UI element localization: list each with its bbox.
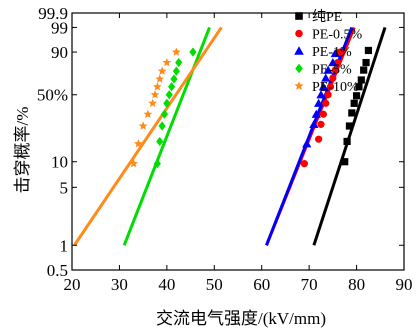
data-point-diamond [168, 82, 176, 92]
data-point-square [362, 58, 370, 67]
data-point-square [348, 109, 356, 117]
data-point-square [295, 12, 303, 20]
y-tick-label: 90 [51, 43, 68, 62]
data-point-triangle [302, 139, 312, 148]
data-point-triangle [328, 57, 338, 67]
data-point-diamond [158, 121, 166, 131]
data-point-triangle [294, 46, 304, 55]
data-point-circle [322, 99, 330, 107]
data-point-square [355, 83, 363, 91]
data-point-triangle [318, 82, 328, 91]
data-point-square [352, 92, 361, 100]
data-point-triangle [321, 73, 331, 82]
data-point-triangle [323, 65, 333, 74]
data-point-star [294, 81, 304, 90]
data-point-square [341, 158, 349, 166]
y-axis-title: 击穿概率/% [13, 107, 32, 194]
data-point-circle [315, 135, 323, 143]
data-point-square [357, 76, 365, 84]
data-point-circle [319, 110, 327, 118]
data-point-square [360, 66, 368, 74]
data-point-star [162, 57, 172, 67]
x-tick-label: 90 [396, 275, 413, 294]
data-point-diamond [153, 159, 161, 169]
axes-frame [71, 12, 405, 271]
data-point-triangle [309, 119, 319, 128]
data-point-star [153, 82, 162, 91]
x-tick-label: 30 [111, 275, 128, 294]
data-point-diamond [175, 57, 183, 68]
data-point-triangle [316, 90, 326, 99]
x-tick-label: 80 [348, 275, 365, 294]
data-point-star [157, 66, 167, 75]
data-point-circle [300, 160, 308, 168]
x-tick-label: 60 [253, 275, 270, 294]
data-point-diamond [172, 66, 180, 76]
legend-label: PE-1% [312, 45, 352, 60]
data-point-star [143, 109, 153, 118]
data-points [129, 46, 373, 169]
data-point-star [129, 159, 139, 168]
data-point-star [155, 74, 165, 83]
data-point-star [171, 47, 181, 56]
data-point-triangle [330, 48, 340, 58]
data-point-circle [336, 48, 344, 56]
legend-label: 纯PE [312, 9, 342, 25]
legend: 纯PE PE-0.5% PE-1% PE-5% PE-10% [294, 9, 363, 95]
legend-label: PE-10% [312, 80, 359, 95]
data-point-diamond [160, 109, 169, 119]
plot-frame [71, 12, 405, 271]
data-point-triangle [311, 109, 321, 118]
x-tick-label: 70 [301, 275, 318, 294]
data-point-star [134, 139, 143, 148]
legend-label: PE-0.5% [312, 28, 363, 43]
data-point-circle [326, 83, 335, 91]
x-tick-label: 50 [206, 275, 223, 294]
y-tick-label: 99 [51, 18, 68, 37]
x-axis-ticks: 20 30 40 50 60 70 80 90 [64, 13, 413, 294]
data-point-circle [317, 120, 325, 128]
data-point-square [350, 99, 358, 107]
fit-line [73, 26, 223, 247]
data-point-star [150, 90, 160, 99]
data-point-star [148, 98, 157, 108]
y-tick-label: 99.9 [38, 4, 68, 23]
data-point-diamond [156, 136, 164, 147]
data-point-triangle [314, 98, 324, 107]
data-point-diamond [189, 47, 197, 57]
legend-label: PE-5% [312, 63, 352, 78]
data-point-square [345, 122, 354, 130]
data-point-square [343, 137, 351, 146]
data-point-diamond [170, 74, 178, 84]
y-tick-label: 5 [60, 178, 69, 197]
x-tick-label: 40 [158, 275, 175, 294]
fit-line [312, 26, 387, 246]
y-tick-label: 10 [51, 153, 68, 172]
data-point-diamond [295, 63, 303, 74]
y-tick-label: 50% [37, 86, 68, 105]
x-tick-label: 20 [64, 275, 81, 294]
data-point-diamond [163, 98, 171, 108]
data-point-circle [295, 29, 303, 38]
data-point-star [138, 121, 148, 130]
x-axis-title: 交流电气强度/(kV/mm) [156, 309, 326, 328]
y-tick-label: 1 [60, 236, 69, 255]
data-point-square [364, 46, 373, 55]
data-point-circle [329, 74, 337, 82]
data-point-diamond [165, 90, 173, 100]
y-tick-label: 0.5 [47, 261, 68, 280]
data-point-circle [331, 66, 339, 74]
data-point-circle [324, 91, 332, 99]
